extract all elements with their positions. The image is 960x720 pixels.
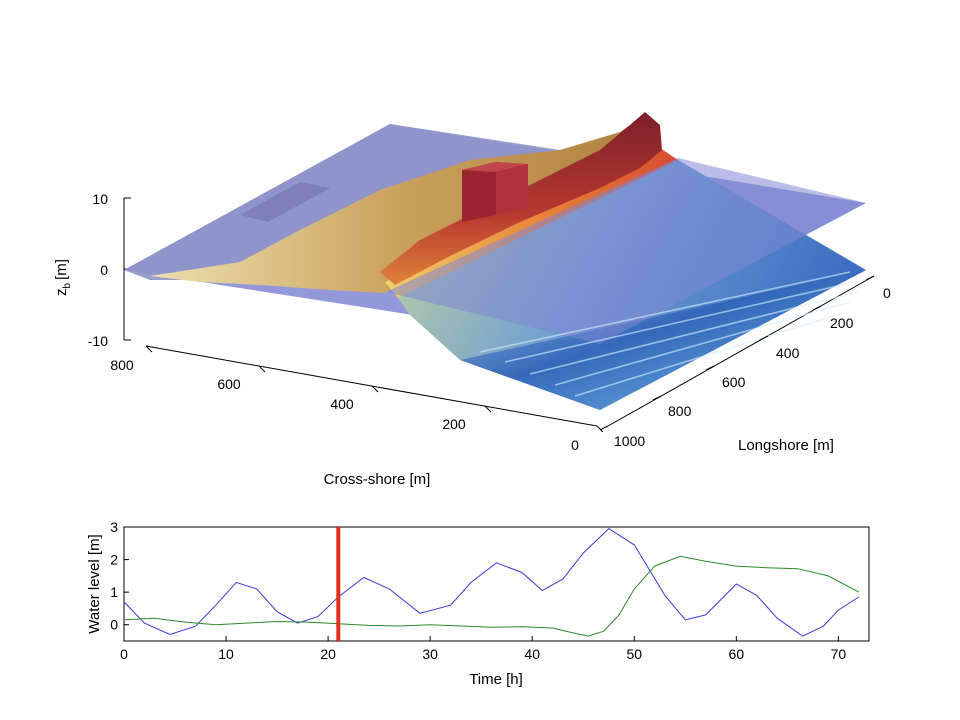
ts-y-tick-label: 0 — [110, 617, 118, 633]
z-axis-label: zb[m] — [53, 259, 73, 296]
y-tick-label: 400 — [776, 345, 800, 361]
series-line-blue — [124, 527, 860, 637]
ts-x-tick-label: 30 — [422, 646, 438, 662]
x-tick-mark — [484, 405, 492, 413]
z-tick-label: -10 — [88, 333, 108, 349]
y-tick-mark — [705, 365, 715, 371]
y-tick-label: 200 — [830, 315, 854, 331]
ts-x-tick-label: 60 — [729, 646, 745, 662]
land-back — [124, 124, 560, 280]
x-tick-label: 0 — [571, 437, 579, 453]
ts-y-tick-label: 1 — [110, 584, 118, 600]
plot-frame — [123, 526, 870, 642]
z-tick-label: 0 — [100, 262, 108, 278]
ts-x-tick-label: 0 — [120, 646, 128, 662]
beach-surface — [150, 118, 660, 293]
x-tick-label: 600 — [217, 376, 241, 392]
x-axis-line — [145, 345, 598, 427]
ts-x-tick-label: 10 — [218, 646, 234, 662]
x-tick-label: 400 — [330, 396, 354, 412]
y-axis-label: Longshore [m] — [738, 437, 834, 454]
x-tick-mark — [371, 385, 379, 393]
x-tick-mark — [145, 345, 153, 353]
x-tick-label: 800 — [110, 357, 134, 373]
x-tick-mark — [596, 425, 604, 433]
y-tick-label: 800 — [668, 403, 692, 419]
ts-y-axis-label-group: Water level [m] — [86, 534, 103, 633]
ts-x-tick-label: 40 — [524, 646, 540, 662]
y-axis-line — [607, 275, 875, 427]
ts-y-tick-label: 3 — [110, 519, 118, 535]
ts-x-axis-label: Time [h] — [469, 671, 523, 688]
y-tick-mark — [812, 305, 822, 311]
surface-plot: 10 0 -10 zb[m] 800 600 400 200 0 Cross-s… — [53, 112, 891, 488]
building-side — [496, 162, 528, 215]
wave-streaks — [479, 271, 859, 397]
svg-text:zb[m]: zb[m] — [53, 259, 73, 296]
y-tick-label: 600 — [722, 374, 746, 390]
y-tick-mark — [865, 275, 875, 281]
ts-x-tick-label: 50 — [626, 646, 642, 662]
x-axis-label: Cross-shore [m] — [324, 471, 431, 488]
y-tick-label: 1000 — [614, 433, 645, 449]
ts-x-tick-label: 70 — [831, 646, 847, 662]
y-tick-mark — [652, 395, 662, 401]
y-tick-mark — [599, 425, 609, 431]
buildings-shadow — [240, 182, 330, 222]
ts-y-tick-label: 2 — [110, 552, 118, 568]
z-tick-label: 10 — [92, 191, 108, 207]
y-tick-label: 0 — [883, 285, 891, 301]
ts-y-axis-label: Water level [m] — [86, 534, 103, 633]
ts-x-tick-label: 20 — [320, 646, 336, 662]
series-line-green — [124, 555, 860, 637]
building-top — [462, 162, 528, 172]
x-tick-label: 200 — [442, 416, 466, 432]
x-tick-mark — [258, 365, 266, 373]
building-front — [462, 162, 496, 222]
water-plane-front — [386, 158, 866, 344]
y-tick-mark — [759, 335, 769, 341]
